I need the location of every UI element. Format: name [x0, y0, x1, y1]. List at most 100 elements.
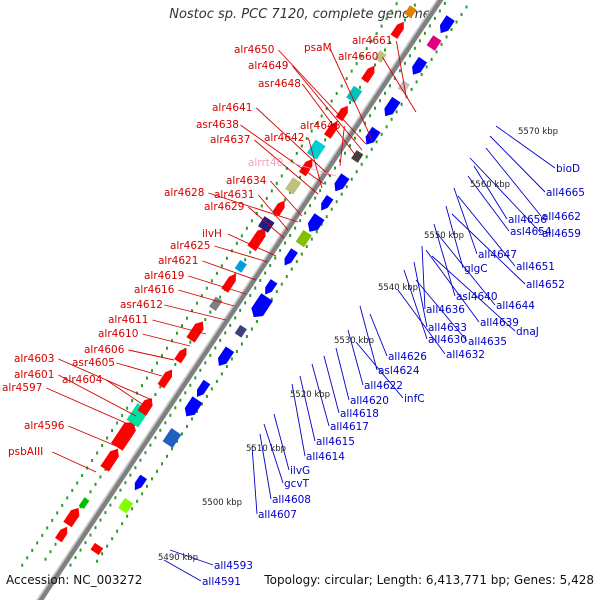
- forward-gene-label[interactable]: alr4642: [264, 132, 304, 144]
- forward-gene-label[interactable]: alr4596: [24, 420, 65, 432]
- forward-gene-label[interactable]: alr4621: [158, 255, 198, 267]
- reverse-gene-label[interactable]: asl4640: [456, 291, 498, 303]
- gene-labels[interactable]: alr4661 psaM alr4650 alr4660 alr4649 asr4648 a…: [2, 35, 585, 588]
- forward-gene-label[interactable]: alr4601: [14, 369, 54, 381]
- forward-gene-label[interactable]: ilvH: [202, 228, 222, 240]
- reverse-gene-label[interactable]: all4662: [542, 211, 581, 223]
- reverse-gene-label[interactable]: all4618: [340, 408, 379, 420]
- forward-gene-label[interactable]: psbAIII: [8, 446, 43, 458]
- track-dot: [79, 548, 82, 552]
- reverse-gene-label[interactable]: ilvG: [290, 465, 310, 477]
- reverse-gene-label[interactable]: all4591: [202, 576, 241, 588]
- track-dot: [325, 107, 328, 110]
- track-dot: [400, 102, 403, 106]
- forward-gene-label[interactable]: alr4611: [108, 314, 148, 326]
- forward-gene-label[interactable]: alr4597: [2, 382, 42, 394]
- forward-gene-label[interactable]: alr4629: [204, 201, 244, 213]
- track-dot: [240, 234, 243, 238]
- reverse-gene-label[interactable]: all4622: [364, 380, 403, 392]
- track-dot: [249, 294, 252, 297]
- reverse-gene-label[interactable]: all4614: [306, 451, 345, 463]
- forward-gene-label[interactable]: alr4616: [134, 284, 175, 296]
- track-dot: [121, 522, 124, 526]
- reverse-gene-label[interactable]: all4652: [526, 279, 565, 291]
- forward-gene: [100, 448, 119, 472]
- forward-gene-label[interactable]: alr4625: [170, 240, 210, 252]
- track-dot: [159, 385, 162, 389]
- reverse-gene-label[interactable]: all4615: [316, 436, 355, 448]
- reverse-gene-label[interactable]: all4647: [478, 249, 517, 261]
- forward-label-leader: [307, 137, 323, 189]
- forward-gene-label[interactable]: alr4660: [338, 51, 378, 63]
- track-dot: [179, 398, 182, 402]
- track-dot: [210, 387, 213, 391]
- track-dot: [230, 357, 233, 361]
- reverse-gene-label[interactable]: all4644: [496, 300, 535, 312]
- reverse-gene-label[interactable]: all4630: [428, 334, 467, 346]
- track-dot: [330, 207, 333, 211]
- forward-gene-label[interactable]: psaM: [304, 42, 332, 54]
- track-dot: [284, 198, 287, 202]
- forward-gene-label[interactable]: alrrt40: [248, 157, 283, 169]
- track-dot: [433, 16, 436, 20]
- reverse-gene-label[interactable]: all4626: [388, 351, 427, 363]
- track-dot: [91, 459, 94, 462]
- reverse-gene-label[interactable]: bioD: [556, 163, 580, 175]
- reverse-gene-label[interactable]: all4593: [214, 560, 253, 572]
- forward-gene-label[interactable]: asr4612: [120, 299, 163, 311]
- track-dot: [324, 138, 327, 142]
- reverse-gene-label[interactable]: all4608: [272, 494, 311, 506]
- reverse-gene-label[interactable]: all4659: [542, 228, 581, 240]
- reverse-gene-label[interactable]: asl4624: [378, 365, 420, 377]
- forward-gene-label[interactable]: alr4628: [164, 187, 204, 199]
- reverse-gene-label[interactable]: glgC: [464, 263, 488, 275]
- forward-gene-label[interactable]: asr4638: [196, 119, 239, 131]
- reverse-gene-label[interactable]: all4651: [516, 261, 555, 273]
- reverse-gene-label[interactable]: all4636: [426, 304, 465, 316]
- reverse-gene-label[interactable]: all4632: [446, 349, 485, 361]
- reverse-gene-label[interactable]: all4639: [480, 317, 519, 329]
- forward-gene-label[interactable]: asr4605: [72, 357, 115, 369]
- forward-gene-label[interactable]: alr4619: [144, 270, 184, 282]
- reverse-gene-label[interactable]: all4620: [350, 395, 389, 407]
- reverse-gene-label[interactable]: all4607: [258, 509, 297, 521]
- forward-label-leader: [292, 65, 363, 151]
- forward-gene-label[interactable]: asr4648: [258, 78, 301, 90]
- track-dot: [136, 499, 139, 503]
- forward-gene-label[interactable]: alr4637: [210, 134, 250, 146]
- reverse-gene-label[interactable]: all4635: [468, 336, 507, 348]
- track-dot: [209, 353, 212, 357]
- forward-label-leader: [46, 387, 129, 425]
- forward-gene-label[interactable]: alr4604: [62, 374, 103, 386]
- forward-gene-label[interactable]: alr4650: [234, 44, 274, 56]
- forward-gene-label[interactable]: alr4631: [214, 189, 254, 201]
- reverse-gene-label[interactable]: asl4654: [510, 226, 552, 238]
- forward-gene-label[interactable]: alr4603: [14, 353, 54, 365]
- forward-label-leader: [302, 83, 357, 157]
- reverse-gene-label[interactable]: infC: [404, 393, 425, 405]
- forward-gene-label[interactable]: alr4649: [248, 60, 288, 72]
- track-dot: [335, 200, 338, 204]
- track-dot: [385, 125, 388, 129]
- reverse-gene-label[interactable]: all4656: [508, 214, 547, 226]
- forward-gene-label[interactable]: alr4634: [226, 175, 267, 187]
- forward-gene-label[interactable]: alr4646: [300, 120, 341, 132]
- reverse-gene-label[interactable]: gcvT: [284, 478, 310, 490]
- label-leader-lines: [46, 40, 556, 582]
- track-dot: [174, 363, 177, 366]
- forward-gene-label[interactable]: alr4641: [212, 102, 252, 114]
- track-dot: [450, 28, 453, 31]
- reverse-gene-label[interactable]: all4665: [546, 187, 585, 199]
- forward-gene-label[interactable]: alr4606: [84, 344, 125, 356]
- forward-gene-label[interactable]: alr4661: [352, 35, 392, 47]
- reverse-gene: [295, 230, 312, 248]
- forward-gene-label[interactable]: alr4610: [98, 328, 138, 340]
- reverse-gene-label[interactable]: all4633: [428, 322, 467, 334]
- reverse-gene-label[interactable]: dnaJ: [516, 326, 539, 338]
- track-dot: [315, 230, 318, 234]
- reverse-gene-label[interactable]: all4617: [330, 421, 369, 433]
- reverse-label-leader: [457, 195, 516, 267]
- track-dot: [126, 514, 129, 518]
- forward-label-leader: [188, 275, 247, 295]
